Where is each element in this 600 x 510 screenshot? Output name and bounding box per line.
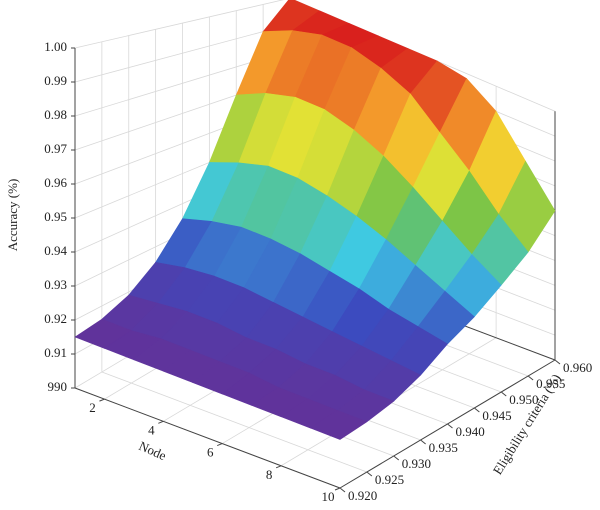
y-tick-label: 0.925	[375, 472, 404, 487]
y-tick-label: 0.945	[482, 408, 511, 423]
tick-mark	[447, 423, 453, 429]
y-tick-label: 0.950	[509, 392, 538, 407]
tick-mark	[500, 391, 507, 397]
tick-mark	[217, 443, 223, 447]
z-tick-label: 0.99	[44, 73, 67, 88]
tick-mark	[420, 439, 426, 445]
z-tick-label: 0.96	[44, 175, 67, 190]
y-tick-label: 0.935	[429, 440, 458, 455]
z-tick-label: 0.98	[44, 107, 67, 122]
y-tick-label: 0.955	[536, 376, 565, 391]
tick-mark	[334, 487, 341, 491]
x-tick-label: 4	[148, 422, 155, 437]
z-tick-label: 0.94	[44, 243, 67, 258]
x-tick-label: 6	[207, 445, 214, 460]
axis-line	[339, 359, 556, 489]
tick-mark	[527, 375, 534, 381]
y-tick-label: 0.930	[402, 456, 431, 471]
tick-mark	[339, 487, 346, 493]
tick-mark	[554, 359, 561, 365]
tick-mark	[275, 465, 282, 469]
surface-patch	[309, 410, 368, 440]
y-tick-label: 0.920	[348, 488, 377, 503]
x-tick-label: 10	[322, 489, 335, 504]
y-tick-label: 0.960	[563, 360, 592, 375]
tick-mark	[393, 455, 400, 461]
tick-mark	[366, 471, 373, 477]
axis-line	[74, 387, 341, 489]
z-tick-label: 0.97	[44, 141, 67, 156]
z-tick-label: 0.95	[44, 209, 67, 224]
y-tick-label: 0.940	[456, 424, 485, 439]
z-tick-label: 0.91	[44, 345, 67, 360]
z-tick-label: 0.93	[44, 277, 67, 292]
tick-mark	[99, 398, 105, 402]
tick-mark	[158, 420, 164, 424]
x-axis-title: Node	[137, 438, 169, 463]
x-tick-label: 8	[266, 467, 273, 482]
z-tick-label: 990	[48, 379, 68, 394]
z-axis-title: Accuracy (%)	[5, 179, 20, 252]
x-tick-label: 2	[89, 400, 96, 415]
z-tick-label: 0.92	[44, 311, 67, 326]
z-tick-label: 1.00	[44, 39, 67, 54]
grid-line	[101, 371, 368, 473]
tick-mark	[474, 407, 480, 413]
